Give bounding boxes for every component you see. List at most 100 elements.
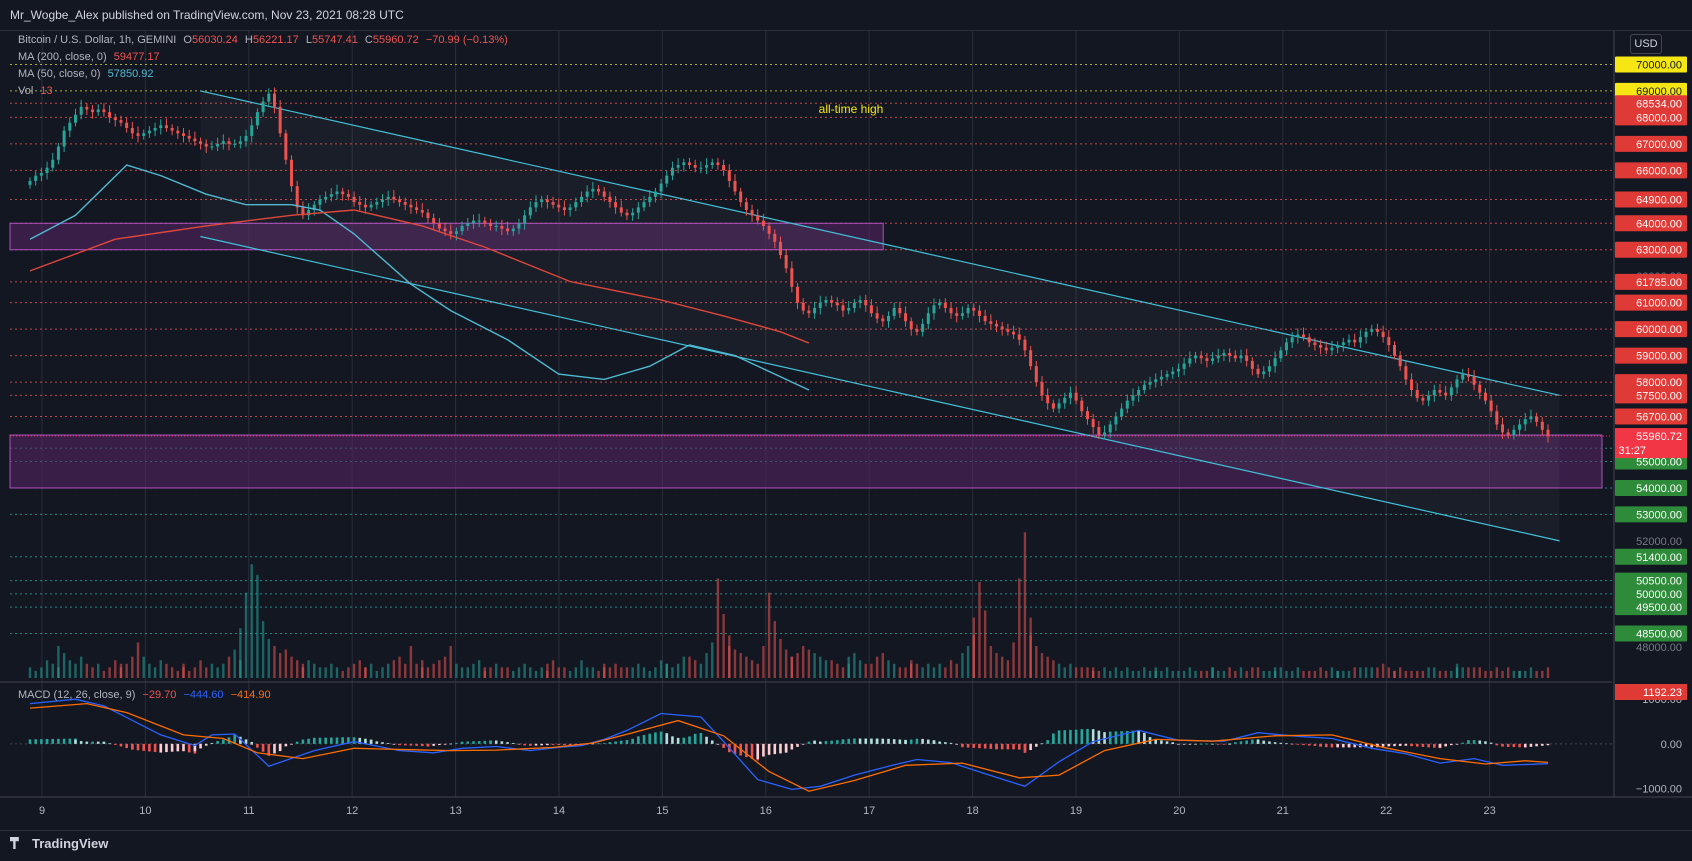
macd-histogram-bar bbox=[57, 738, 60, 744]
candle-body bbox=[221, 141, 225, 144]
time-axis[interactable]: 9 10 11 12 13 14 15 16 17 18 19 20 21 22 23 bbox=[39, 805, 1496, 817]
macd-histogram-bar bbox=[1342, 743, 1345, 748]
moving-averages bbox=[29, 164, 810, 391]
candle-body bbox=[329, 194, 333, 197]
macd-histogram-bar bbox=[1484, 741, 1487, 744]
candle-body bbox=[1006, 329, 1010, 332]
candle-body bbox=[773, 233, 777, 242]
macd-histogram-bar bbox=[756, 743, 760, 760]
candle-body bbox=[1302, 334, 1306, 338]
candle-body bbox=[562, 207, 566, 211]
macd-histogram-bar bbox=[1234, 742, 1237, 744]
candle-body bbox=[1199, 355, 1203, 359]
candle-body bbox=[216, 143, 220, 147]
tradingview-logo[interactable]: TradingView bbox=[10, 836, 108, 851]
macd-histogram-bar bbox=[779, 743, 782, 754]
candle-body bbox=[1154, 379, 1158, 383]
candle-body bbox=[1427, 395, 1431, 401]
macd-histogram-bar bbox=[864, 738, 868, 744]
macd-histogram-bar bbox=[745, 743, 748, 758]
volume-bar bbox=[193, 667, 197, 678]
macd-histogram-bar bbox=[290, 743, 293, 745]
macd-histogram-bar bbox=[1012, 743, 1015, 750]
volume-legend[interactable]: Vol 13 bbox=[18, 85, 53, 97]
macd-histogram-bar bbox=[557, 743, 561, 745]
volume-bar bbox=[1120, 670, 1123, 678]
candle-body bbox=[710, 162, 714, 166]
candle-body bbox=[608, 196, 612, 203]
volume-bar bbox=[938, 663, 941, 678]
volume-bar bbox=[921, 667, 924, 678]
symbol-legend[interactable]: Bitcoin / U.S. Dollar, 1h, GEMINI O56030… bbox=[18, 34, 508, 46]
volume-bar bbox=[210, 663, 214, 678]
volume-bar bbox=[659, 660, 663, 678]
candle-body bbox=[153, 127, 157, 131]
candle-body bbox=[824, 300, 828, 303]
time-tick-label: 22 bbox=[1380, 805, 1392, 817]
volume-bar bbox=[642, 667, 646, 678]
current-price-bg bbox=[1615, 428, 1687, 459]
time-tick-label: 14 bbox=[553, 805, 565, 817]
macd-histogram-bar bbox=[1137, 730, 1140, 744]
macd-legend[interactable]: MACD (12, 26, close, 9) −29.70 −444.60 −… bbox=[18, 689, 271, 701]
macd-histogram-bar bbox=[750, 743, 754, 759]
level-label-resistance: 68534.00 bbox=[1636, 98, 1682, 110]
volume-bar bbox=[114, 660, 117, 678]
volume-bar bbox=[1541, 670, 1544, 678]
volume-bar bbox=[40, 667, 43, 678]
candle-body bbox=[625, 212, 629, 216]
candle-body bbox=[1051, 403, 1055, 409]
volume-bar bbox=[347, 667, 350, 678]
ma50-legend[interactable]: MA (50, close, 0) 57850.92 bbox=[18, 68, 154, 80]
volume-bar bbox=[159, 660, 162, 678]
candle-body bbox=[642, 202, 646, 208]
macd-histogram-bar bbox=[199, 743, 202, 749]
volume-bar bbox=[631, 667, 634, 678]
candle-body bbox=[1142, 384, 1146, 391]
macd-histogram-bar bbox=[1432, 743, 1436, 748]
macd-histogram-bar bbox=[1057, 730, 1061, 744]
volume-bar bbox=[1029, 635, 1032, 678]
descending-channel[interactable] bbox=[200, 90, 1560, 542]
macd-histogram-bar bbox=[614, 741, 617, 744]
currency-button[interactable]: USD bbox=[1630, 34, 1662, 54]
volume-bar bbox=[239, 628, 242, 678]
level-label-resistance-bg bbox=[1615, 321, 1687, 338]
volume-bar bbox=[341, 670, 344, 678]
candle-body bbox=[807, 310, 811, 314]
candle-body bbox=[250, 125, 254, 136]
price-axis[interactable]: 62000.0052000.0048000.0070000.0069000.00… bbox=[10, 56, 1687, 796]
macd-histogram-bar bbox=[352, 737, 356, 744]
volume-bar bbox=[568, 670, 572, 678]
macd-histogram-bar bbox=[386, 743, 390, 744]
volume-bar bbox=[1347, 670, 1351, 678]
ma200-legend[interactable]: MA (200, close, 0) 59477.17 bbox=[18, 51, 160, 63]
volume-bar bbox=[790, 656, 794, 678]
candle-body bbox=[796, 286, 800, 303]
macd-histogram-bar bbox=[96, 741, 100, 744]
candle-body bbox=[750, 210, 754, 216]
candle-body bbox=[45, 167, 49, 173]
volume-bar bbox=[614, 663, 617, 678]
candle-body bbox=[892, 307, 896, 316]
candle-body bbox=[130, 127, 134, 134]
macd-histogram-bar bbox=[773, 743, 777, 755]
volume-bar bbox=[136, 642, 140, 678]
volume-bar bbox=[1080, 667, 1083, 678]
macd-histogram-bar bbox=[1251, 739, 1254, 744]
candle-body bbox=[949, 307, 953, 314]
candle-body bbox=[1324, 347, 1328, 351]
macd-histogram-bar bbox=[881, 738, 885, 744]
current-price-label: 55960.72 bbox=[1636, 431, 1682, 443]
volume-bar bbox=[489, 667, 492, 678]
volume-bar bbox=[773, 621, 776, 678]
volume-bar bbox=[1290, 670, 1294, 678]
macd-histogram-bar bbox=[1228, 743, 1231, 744]
volume-bar bbox=[97, 663, 100, 678]
candle-body bbox=[352, 196, 356, 203]
macd-histogram-bar bbox=[142, 743, 146, 751]
candle-body bbox=[938, 302, 942, 306]
volume-bar bbox=[1381, 663, 1385, 678]
candle-body bbox=[119, 120, 123, 123]
